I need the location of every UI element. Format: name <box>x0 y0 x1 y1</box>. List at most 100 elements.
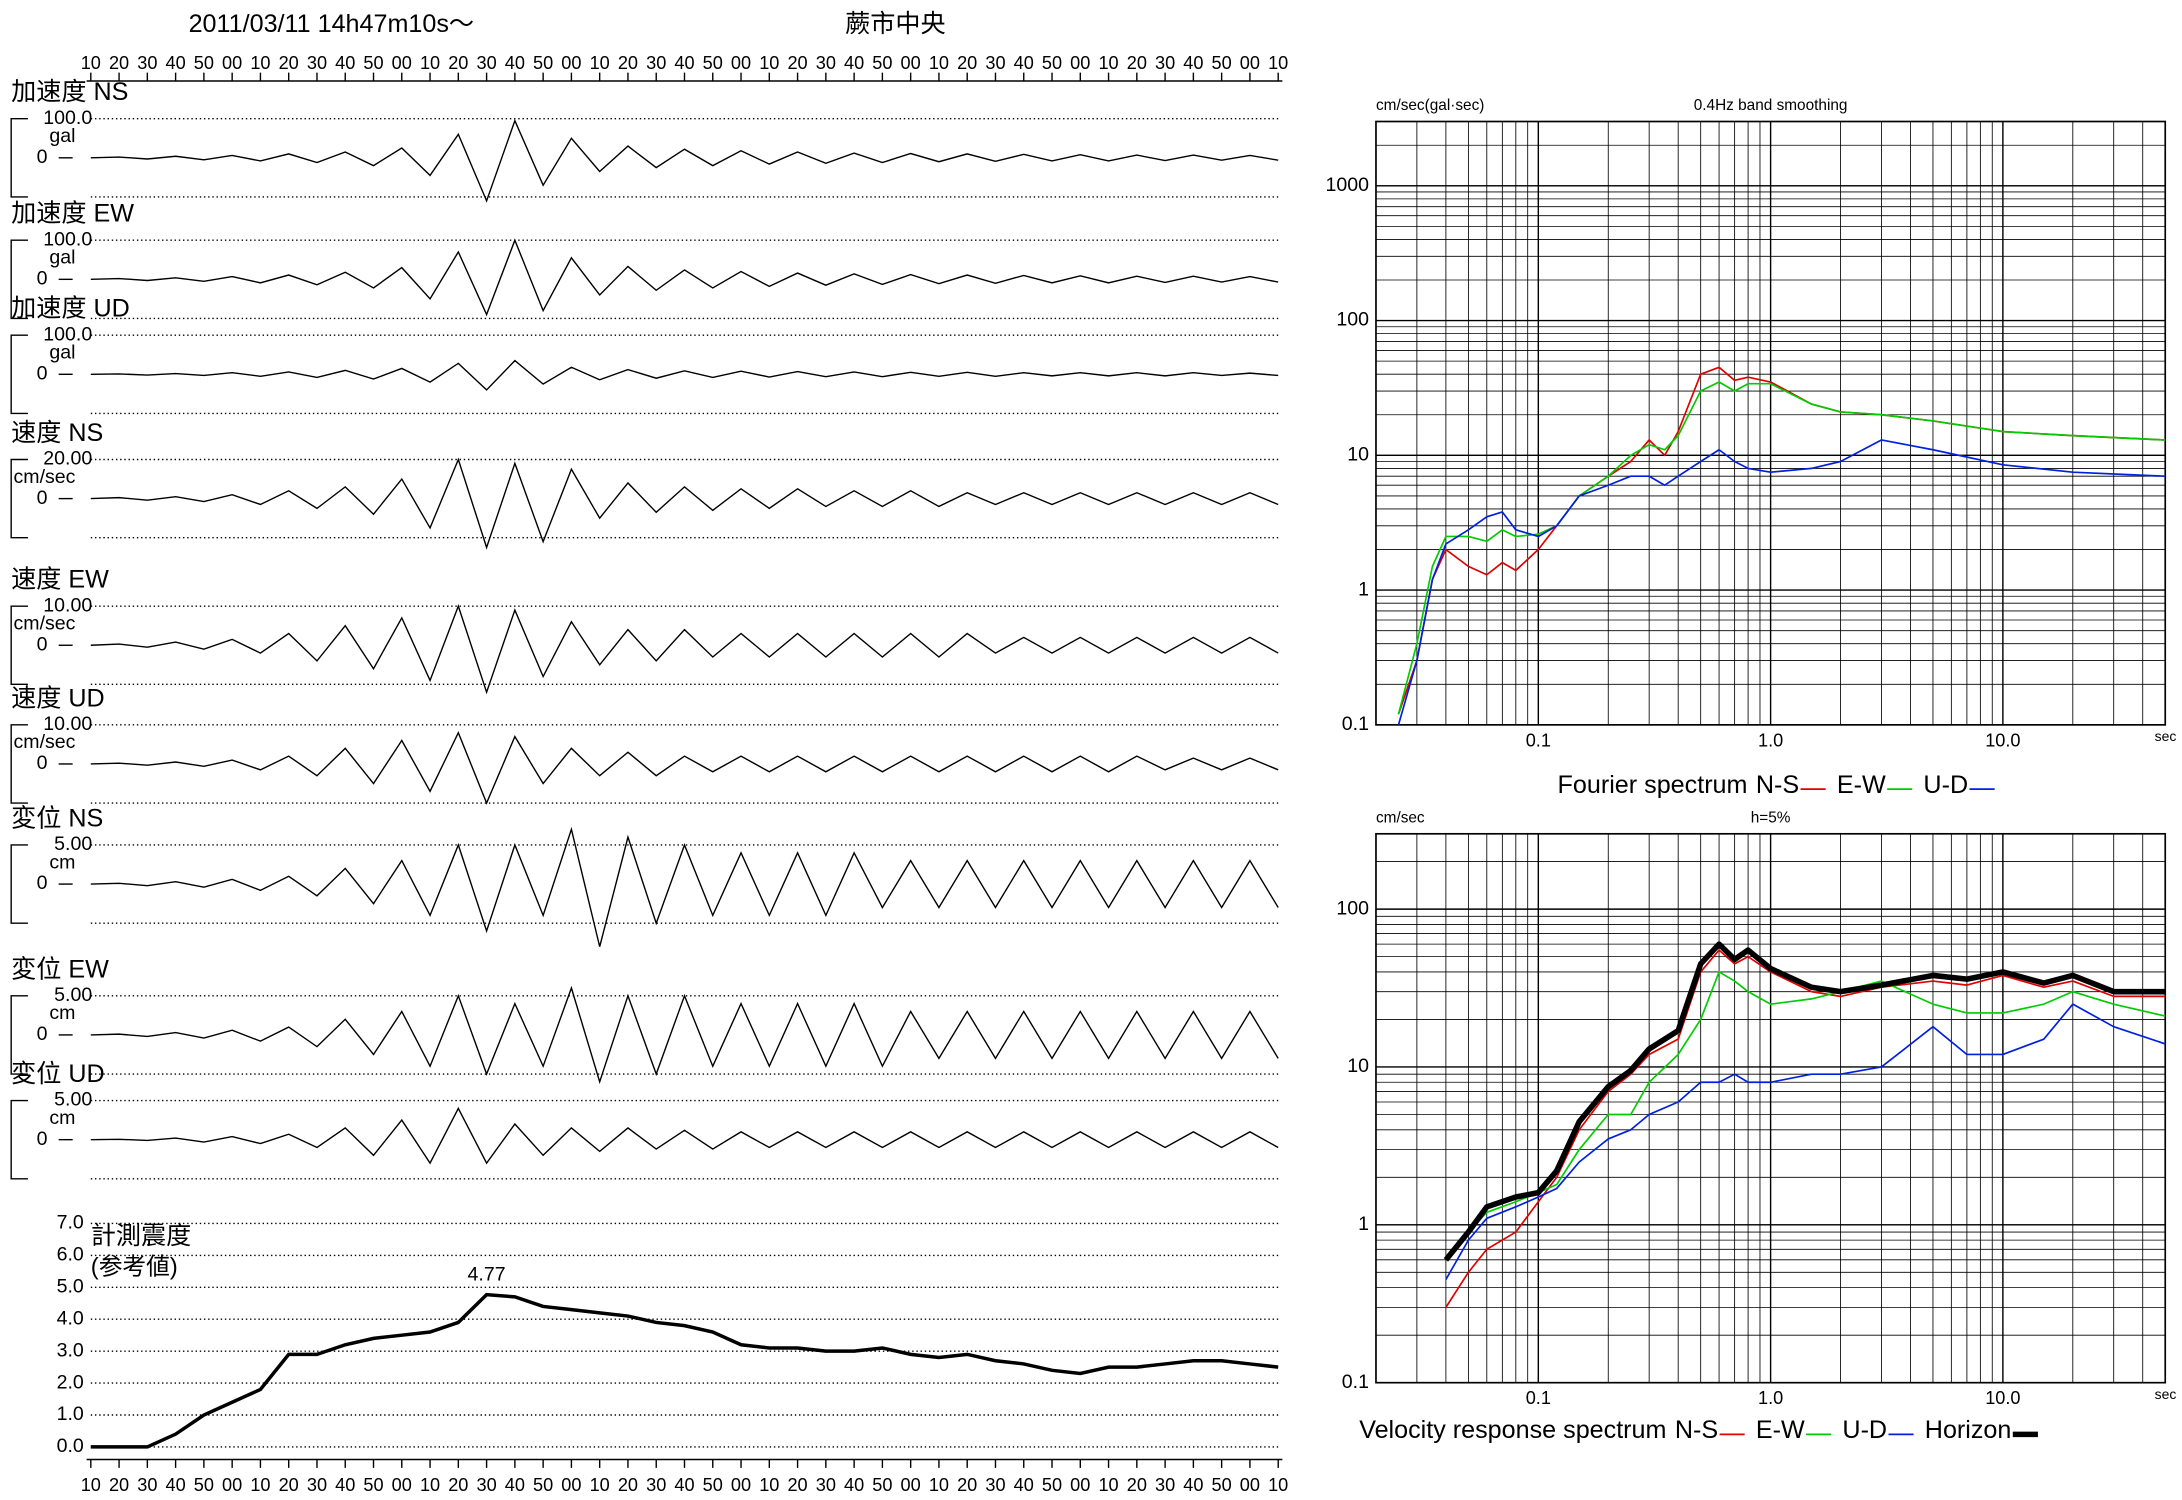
panel-bracket <box>10 724 28 804</box>
x-tick-label: 40 <box>674 1475 694 1495</box>
x-tick-label: 00 <box>222 53 242 73</box>
series-line <box>1397 366 2166 715</box>
y-tick-label: 0 <box>37 268 48 290</box>
x-tick-label: 40 <box>505 1475 525 1495</box>
x-tick-label: 30 <box>646 1475 666 1495</box>
y-tick-label: 7.0 <box>57 1212 84 1234</box>
x-tick-label: 1.0 <box>1758 1388 1783 1408</box>
x-tick-label: 0.1 <box>1526 730 1551 750</box>
x-tick-label: 10 <box>250 53 270 73</box>
series-line <box>1397 439 2166 726</box>
y-tick-label: 0 <box>37 1023 48 1045</box>
x-tick-label: 10 <box>759 53 779 73</box>
y-axis-label: cm/sec <box>1376 809 1425 826</box>
x-tick-label: 00 <box>901 1475 921 1495</box>
x-tick-label: 50 <box>872 53 892 73</box>
x-tick-label: 30 <box>1155 53 1175 73</box>
x-tick-label: 10 <box>590 1475 610 1495</box>
waveform <box>90 359 1279 391</box>
y-tick-label: 100 <box>1336 897 1369 919</box>
x-tick-label: 10 <box>1268 1475 1288 1495</box>
y-tick-label: 5.0 <box>57 1275 84 1297</box>
panel-bracket <box>10 995 28 1075</box>
station-name: 蕨市中央 <box>845 10 946 38</box>
legend-label: U-D <box>1923 771 1968 799</box>
unit-label: cm/sec <box>14 612 76 634</box>
y-tick-label: 0 <box>37 487 48 509</box>
x-tick-label: 10 <box>1098 1475 1118 1495</box>
y-tick-label: 0 <box>37 146 48 168</box>
unit-label: cm/sec <box>14 466 76 488</box>
y-tick-label: 0 <box>37 1128 48 1150</box>
x-tick-label: 20 <box>279 1475 299 1495</box>
y-tick-label: 10.00 <box>43 594 92 616</box>
x-tick-label: 10.0 <box>1985 730 2020 750</box>
x-tick-label: 10 <box>590 53 610 73</box>
x-tick-label: 30 <box>137 53 157 73</box>
x-tick-label: 50 <box>1042 1475 1062 1495</box>
x-tick-label: 20 <box>618 53 638 73</box>
x-tick-label: 00 <box>731 53 751 73</box>
x-tick-label: 40 <box>1014 1475 1034 1495</box>
y-tick-label: 100.0 <box>43 323 92 345</box>
x-tick-label: 50 <box>703 53 723 73</box>
legend-title: Velocity response spectrum <box>1359 1416 1666 1444</box>
x-tick-label: 00 <box>222 1475 242 1495</box>
waveform <box>90 985 1279 1085</box>
x-tick-label: 40 <box>844 1475 864 1495</box>
series-line <box>1445 949 2166 1308</box>
x-tick-label: 20 <box>787 1475 807 1495</box>
x-tick-label: 50 <box>1042 53 1062 73</box>
waveform <box>90 457 1279 550</box>
x-tick-label: 50 <box>363 1475 383 1495</box>
x-tick-label: 20 <box>1127 53 1147 73</box>
y-tick-label: 0 <box>37 633 48 655</box>
x-tick-label: 20 <box>109 53 129 73</box>
x-tick-label: 40 <box>1183 53 1203 73</box>
x-tick-label: 50 <box>363 53 383 73</box>
waveform <box>90 826 1279 947</box>
x-tick-label: 40 <box>1183 1475 1203 1495</box>
panel-label: 変位 EW <box>11 955 109 983</box>
x-tick-label: 30 <box>985 1475 1005 1495</box>
x-tick-label: 30 <box>985 53 1005 73</box>
y-tick-label: 5.00 <box>54 833 92 855</box>
legend-label: U-D <box>1842 1416 1887 1444</box>
y-tick-label: 10 <box>1347 1055 1369 1077</box>
series-line <box>1443 941 2166 1262</box>
x-tick-label: 40 <box>166 1475 186 1495</box>
x-tick-label: 30 <box>477 53 497 73</box>
x-tick-label: 30 <box>307 53 327 73</box>
x-tick-label: 20 <box>1127 1475 1147 1495</box>
x-tick-label: 50 <box>533 1475 553 1495</box>
panel-label: 加速度 EW <box>11 200 134 228</box>
x-tick-label: 20 <box>618 1475 638 1495</box>
panel-label: 計測震度 <box>91 1222 192 1250</box>
x-tick-label: 10 <box>1098 53 1118 73</box>
y-tick-label: 0 <box>37 872 48 894</box>
x-axis-label: sec <box>2155 1386 2177 1402</box>
x-tick-label: 10 <box>81 1475 101 1495</box>
x-tick-label: 40 <box>166 53 186 73</box>
x-tick-label: 10 <box>929 1475 949 1495</box>
x-tick-label: 40 <box>1014 53 1034 73</box>
y-tick-label: 0.1 <box>1342 713 1369 735</box>
y-tick-label: 0.0 <box>57 1435 84 1457</box>
y-tick-label: 4.0 <box>57 1307 84 1329</box>
panel-label: 変位 UD <box>11 1060 105 1088</box>
y-tick-label: 0 <box>37 752 48 774</box>
panel-bracket <box>10 605 28 686</box>
x-tick-label: 10 <box>759 1475 779 1495</box>
legend-label: N-S <box>1675 1416 1718 1444</box>
waveform <box>90 604 1279 695</box>
y-tick-label: 5.00 <box>54 1089 92 1111</box>
chart-subtitle: 0.4Hz band smoothing <box>1694 97 1848 114</box>
x-tick-label: 00 <box>392 53 412 73</box>
y-tick-label: 1000 <box>1325 174 1369 196</box>
peak-label: 4.77 <box>468 1263 506 1285</box>
panel-bracket <box>10 118 28 198</box>
y-tick-label: 100 <box>1336 309 1369 331</box>
x-tick-label: 50 <box>194 1475 214 1495</box>
x-axis-label: sec <box>2155 728 2177 744</box>
